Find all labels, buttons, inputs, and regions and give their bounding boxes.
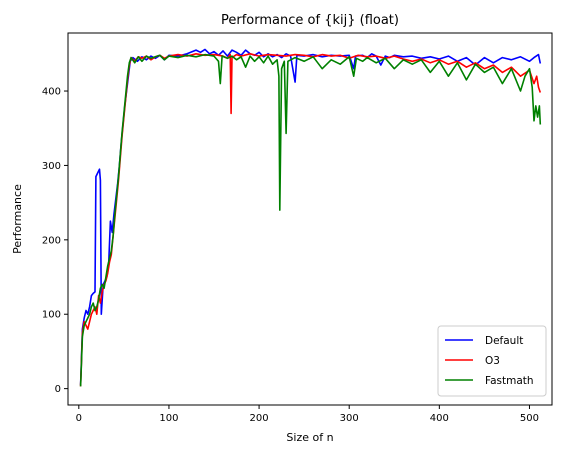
y-tick-label: 400 xyxy=(42,87,61,98)
chart-title: Performance of {kij} (float) xyxy=(221,13,399,28)
y-tick-label: 0 xyxy=(55,384,61,395)
x-tick-label: 400 xyxy=(430,413,449,424)
x-tick-label: 0 xyxy=(76,413,82,424)
x-tick-label: 100 xyxy=(159,413,178,424)
legend-label-o3: O3 xyxy=(485,355,500,367)
x-axis-label: Size of n xyxy=(286,431,333,444)
legend-label-default: Default xyxy=(485,335,523,347)
y-axis-label: Performance xyxy=(11,184,24,254)
x-tick-label: 300 xyxy=(340,413,359,424)
y-tick-label: 300 xyxy=(42,161,61,172)
x-tick-label: 200 xyxy=(250,413,269,424)
x-tick-label: 500 xyxy=(520,413,539,424)
legend: Default O3 Fastmath xyxy=(438,326,546,396)
y-tick-label: 200 xyxy=(42,235,61,246)
y-tick-label: 100 xyxy=(42,310,61,321)
legend-label-fastmath: Fastmath xyxy=(485,375,534,387)
